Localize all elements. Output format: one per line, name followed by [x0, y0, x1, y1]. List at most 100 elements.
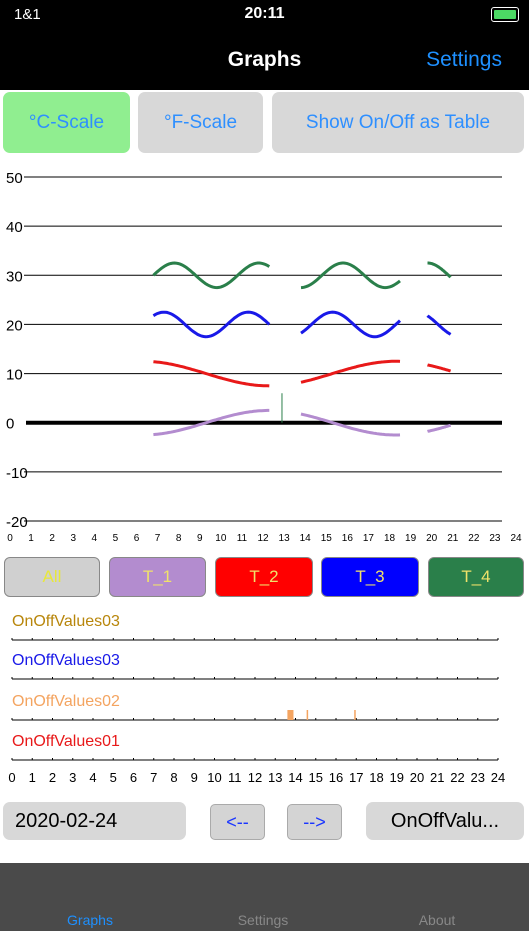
onoff-chart: OnOffValues03 OnOffValues03 OnOffValues02 O…	[8, 613, 505, 785]
fahrenheit-scale-button[interactable]: °F-Scale	[138, 92, 263, 153]
series-line-t4	[427, 261, 452, 279]
series-line-t4	[300, 261, 401, 290]
y-tick-label: 10	[6, 367, 23, 384]
series-line-t1	[153, 408, 270, 437]
x-tick-label: 8	[176, 533, 182, 544]
x-tick-label: 2	[49, 533, 55, 544]
settings-nav-button[interactable]: Settings	[426, 48, 502, 71]
x-tick-label: 3	[70, 533, 76, 544]
battery-icon	[491, 7, 519, 22]
navigation-bar: Graphs Settings	[0, 30, 529, 90]
onoff-row-label: OnOffValues03	[12, 613, 120, 630]
x-tick-label: 14	[300, 533, 312, 544]
show-onoff-table-button[interactable]: Show On/Off as Table	[272, 92, 524, 153]
series-line-t3	[300, 310, 402, 339]
onoff-x-tick-label: 24	[491, 770, 505, 785]
x-tick-label: 15	[321, 533, 333, 544]
page-title: Graphs	[227, 48, 302, 71]
x-tick-label: 18	[384, 533, 396, 544]
x-tick-label: 21	[447, 533, 459, 544]
y-tick-label: -10	[6, 465, 28, 482]
onoff-x-tick-label: 21	[430, 770, 444, 785]
onoff-x-tick-label: 18	[369, 770, 383, 785]
previous-day-button[interactable]: <--	[210, 804, 265, 840]
x-tick-label: 4	[92, 533, 98, 544]
x-tick-label: 24	[510, 533, 522, 544]
clock: 20:11	[244, 5, 285, 22]
series-t4-button[interactable]: T_4	[428, 557, 524, 597]
onoff-x-tick-label: 23	[471, 770, 485, 785]
y-tick-label: 30	[6, 268, 23, 285]
tab-settings[interactable]: Settings	[237, 912, 289, 928]
onoff-selector[interactable]: OnOffValu...	[366, 802, 524, 840]
x-tick-label: 0	[7, 533, 13, 544]
onoff-x-tick-label: 2	[49, 770, 56, 785]
onoff-x-tick-label: 14	[288, 770, 302, 785]
onoff-x-tick-label: 11	[228, 770, 242, 785]
x-tick-label: 20	[426, 533, 438, 544]
x-tick-label: 1	[28, 533, 34, 544]
series-line-t4	[152, 261, 271, 290]
y-tick-label: 0	[6, 416, 14, 433]
x-tick-label: 6	[134, 533, 140, 544]
onoff-x-tick-label: 9	[191, 770, 198, 785]
y-tick-label: 20	[6, 317, 23, 334]
onoff-x-tick-label: 17	[349, 770, 363, 785]
x-tick-label: 12	[257, 533, 269, 544]
tab-graphs[interactable]: Graphs	[67, 912, 113, 928]
onoff-x-tick-label: 7	[150, 770, 157, 785]
onoff-x-tick-label: 16	[329, 770, 343, 785]
onoff-x-tick-label: 5	[110, 770, 117, 785]
status-bar: 1&1 20:11	[0, 0, 529, 30]
next-day-button[interactable]: -->	[287, 804, 342, 840]
tab-bar: Graphs Settings About	[0, 863, 529, 931]
onoff-x-tick-label: 20	[410, 770, 424, 785]
series-line-t1	[427, 423, 452, 433]
series-line-t1	[300, 412, 401, 437]
onoff-event-bar	[306, 710, 309, 720]
series-line-t2	[300, 359, 401, 384]
onoff-x-tick-label: 19	[390, 770, 404, 785]
series-t2-button[interactable]: T_2	[215, 557, 313, 597]
x-tick-label: 9	[197, 533, 203, 544]
tab-about[interactable]: About	[418, 912, 456, 928]
x-tick-label: 19	[405, 533, 417, 544]
onoff-x-tick-label: 8	[170, 770, 177, 785]
x-tick-label: 22	[468, 533, 480, 544]
onoff-x-tick-label: 10	[207, 770, 221, 785]
onoff-x-tick-label: 12	[248, 770, 262, 785]
x-tick-label: 10	[215, 533, 227, 544]
onoff-x-tick-label: 0	[8, 770, 15, 785]
x-tick-label: 17	[363, 533, 375, 544]
y-tick-label: -20	[6, 514, 28, 531]
x-tick-label: 23	[489, 533, 501, 544]
series-line-t3	[426, 314, 452, 336]
onoff-event-bar	[287, 710, 294, 720]
onoff-x-tick-label: 1	[29, 770, 36, 785]
x-tick-label: 7	[155, 533, 161, 544]
x-tick-label: 13	[279, 533, 291, 544]
onoff-row-label: OnOffValues03	[12, 652, 120, 669]
date-picker[interactable]: 2020-02-24	[3, 802, 186, 840]
onoff-x-tick-label: 15	[309, 770, 323, 785]
onoff-x-tick-label: 3	[69, 770, 76, 785]
series-line-t3	[152, 310, 271, 339]
y-tick-label: 50	[6, 170, 23, 187]
x-tick-label: 5	[113, 533, 119, 544]
onoff-x-tick-label: 13	[268, 770, 282, 785]
onoff-event-bar	[354, 710, 356, 720]
series-t1-button[interactable]: T_1	[109, 557, 206, 597]
onoff-x-tick-label: 6	[130, 770, 137, 785]
onoff-x-tick-label: 4	[89, 770, 96, 785]
series-line-t2	[427, 363, 452, 373]
celsius-scale-button[interactable]: °C-Scale	[3, 92, 130, 153]
series-line-t2	[153, 360, 270, 388]
onoff-row-label: OnOffValues02	[12, 693, 120, 710]
x-tick-label: 11	[237, 533, 248, 544]
x-tick-label: 16	[342, 533, 354, 544]
y-tick-label: 40	[6, 219, 23, 236]
series-t3-button[interactable]: T_3	[321, 557, 419, 597]
onoff-x-tick-label: 22	[450, 770, 464, 785]
series-all-button[interactable]: All	[4, 557, 100, 597]
